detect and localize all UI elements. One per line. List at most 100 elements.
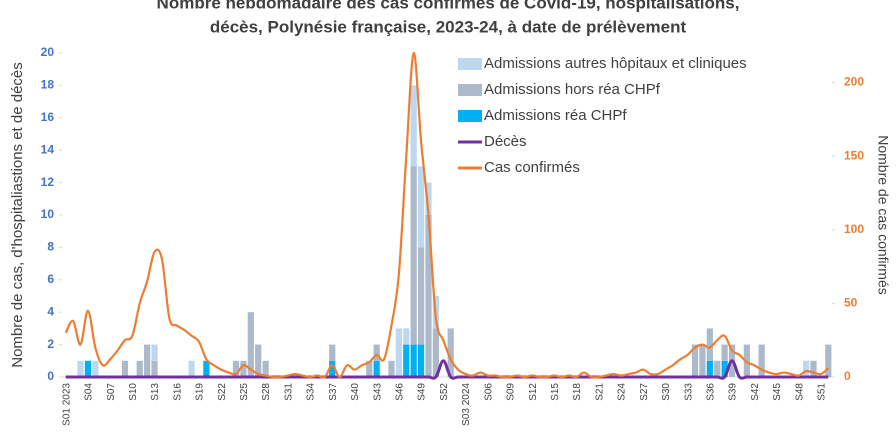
bar — [691, 344, 699, 377]
bar — [240, 360, 247, 377]
x-tick-label: S09 — [506, 383, 517, 401]
legend-label: Cas confirmés — [484, 159, 580, 176]
line — [64, 51, 830, 379]
bar — [810, 360, 817, 377]
bar — [136, 360, 143, 377]
x-tick-label: S52 — [439, 383, 450, 401]
bar — [151, 360, 158, 377]
x-tick-label: S21 — [594, 383, 605, 401]
y2-tick-label: 0 — [844, 369, 851, 383]
line — [65, 359, 829, 380]
y2-tick-label: 150 — [844, 148, 864, 162]
bar — [329, 344, 336, 361]
x-tick-label: S15 — [550, 383, 561, 401]
bar — [714, 360, 721, 377]
y-tick-label: 8 — [47, 240, 54, 254]
x-tick-label: S33 — [683, 383, 694, 401]
chart-title: Nombre hebdomadaire des cas confirmés de… — [157, 0, 740, 12]
y-tick-label: 14 — [41, 142, 55, 156]
x-tick-label: S37 — [328, 383, 339, 401]
y2-tick-label: 100 — [844, 222, 864, 236]
x-tick-label: S06 — [483, 383, 494, 401]
bar — [151, 344, 158, 361]
x-tick-label: S51 — [817, 383, 828, 401]
y-tick-label: 2 — [47, 337, 54, 351]
legend-swatch — [458, 84, 482, 96]
bar — [432, 328, 440, 377]
bar — [743, 344, 750, 377]
bar — [721, 360, 728, 377]
bar — [373, 360, 380, 377]
x-tick-label: S39 — [728, 383, 739, 401]
x-tick-label: S43 — [372, 383, 383, 401]
bar — [410, 344, 417, 377]
bar — [373, 344, 380, 361]
bar — [388, 360, 395, 377]
bar — [395, 328, 402, 377]
y2-tick-label: 200 — [844, 75, 864, 89]
legend-swatch — [458, 110, 482, 122]
x-tick-label: S03 2024 — [461, 383, 472, 426]
x-tick-label: S30 — [661, 383, 672, 401]
x-tick-label: S28 — [261, 383, 272, 401]
bar — [188, 360, 195, 377]
bar — [417, 247, 425, 345]
x-tick-label: S24 — [617, 383, 628, 401]
x-tick-label: S48 — [794, 383, 805, 401]
y-tick-label: 16 — [41, 110, 55, 124]
x-tick-label: S12 — [528, 383, 539, 401]
y-axis-label: Nombre de cas, d'hospitaliastions et de … — [9, 62, 26, 368]
x-tick-label: S22 — [217, 383, 228, 401]
bar — [232, 360, 240, 377]
legend-label: Admissions autres hôpitaux et cliniques — [484, 55, 747, 72]
legend-label: Décès — [484, 133, 527, 150]
bar — [699, 344, 706, 377]
y2-tick-label: 50 — [844, 296, 858, 310]
y-tick-label: 18 — [41, 78, 55, 92]
x-tick-label: S25 — [239, 383, 250, 401]
bar — [247, 312, 254, 377]
x-tick-label: S49 — [417, 383, 428, 401]
bar — [366, 360, 373, 377]
x-tick-label: S01 2023 — [61, 383, 72, 426]
bar — [144, 344, 151, 377]
x-tick-label: S42 — [750, 383, 761, 401]
bar — [410, 85, 417, 167]
x-tick-label: S10 — [128, 383, 139, 401]
bar — [84, 360, 92, 377]
x-tick-label: S45 — [772, 383, 783, 401]
y-tick-label: 12 — [41, 175, 55, 189]
x-tick-label: S34 — [306, 383, 317, 401]
x-tick-label: S40 — [350, 383, 361, 401]
bar — [77, 360, 84, 377]
x-tick-label: S18 — [572, 383, 583, 401]
bar — [255, 344, 262, 377]
y-tick-label: 20 — [41, 45, 55, 59]
y-tick-label: 6 — [47, 272, 54, 286]
x-tick-label: S31 — [283, 383, 294, 401]
bar — [262, 360, 269, 377]
legend-swatch — [458, 58, 482, 70]
chart-title: décès, Polynésie française, 2023-24, à d… — [210, 17, 687, 36]
y2-axis-label: Nombre de cas confirmés — [875, 135, 891, 295]
y-tick-label: 10 — [41, 207, 55, 221]
bar — [758, 344, 765, 377]
x-tick-label: S07 — [106, 383, 117, 401]
y-tick-label: 4 — [47, 304, 54, 318]
x-tick-label: S16 — [172, 383, 183, 401]
x-tick-label: S04 — [84, 383, 95, 401]
bar — [706, 328, 713, 361]
bar — [410, 166, 417, 345]
x-tick-label: S13 — [150, 383, 161, 401]
bar — [203, 360, 210, 377]
x-tick-label: S46 — [395, 383, 406, 401]
bar — [329, 360, 336, 377]
bar — [403, 344, 410, 377]
bar — [121, 360, 129, 377]
bar — [721, 344, 728, 361]
legend-label: Admissions hors réa CHPf — [484, 81, 661, 98]
bar — [403, 328, 410, 345]
bar — [92, 360, 99, 377]
bar — [447, 328, 454, 377]
